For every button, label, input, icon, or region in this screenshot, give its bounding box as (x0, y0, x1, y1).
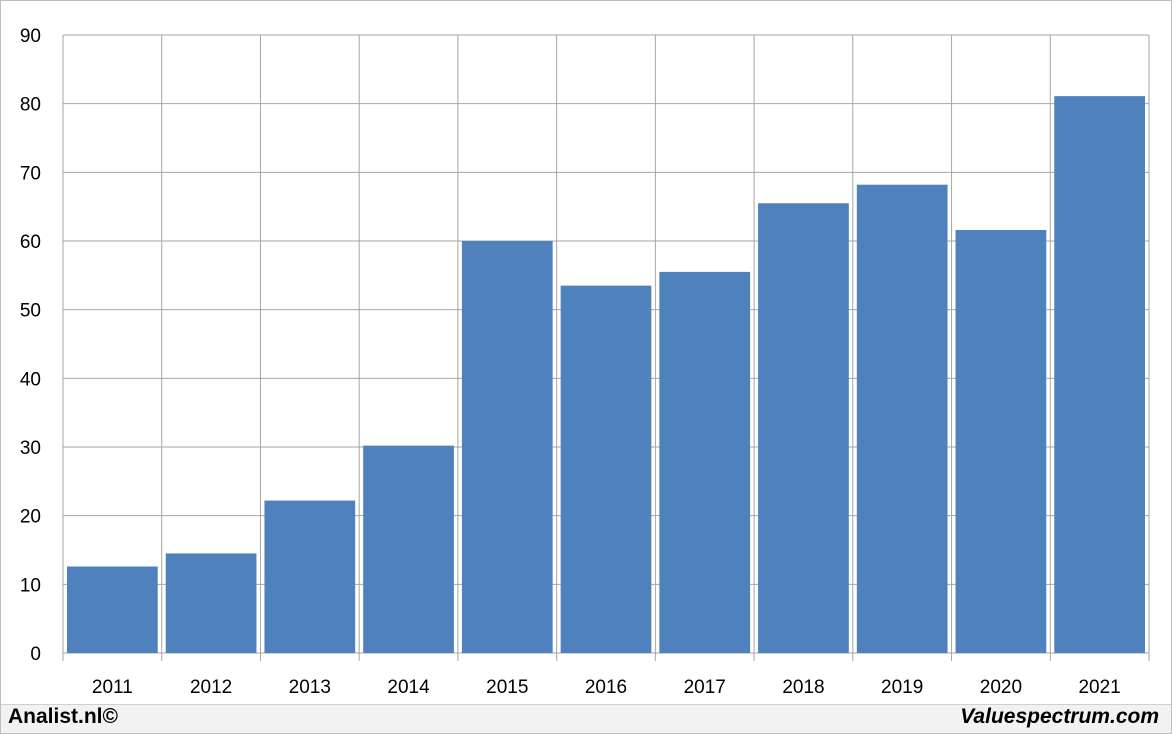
x-tick-label: 2015 (486, 677, 528, 698)
y-tick-label: 80 (20, 95, 41, 116)
y-tick-label: 60 (20, 232, 41, 253)
y-tick-label: 10 (20, 575, 41, 596)
bar-2019 (856, 184, 948, 653)
bar-2013 (264, 500, 356, 653)
bar-2020 (955, 230, 1047, 653)
x-tick-label: 2017 (684, 677, 726, 698)
bar-2011 (67, 566, 158, 653)
bar-2015 (461, 241, 553, 653)
x-tick-label: 2020 (980, 677, 1022, 698)
x-tick-label: 2016 (585, 677, 627, 698)
x-tick-label: 2013 (289, 677, 331, 698)
footer-bar: Analist.nl© Valuespectrum.com (1, 705, 1171, 733)
y-tick-label: 30 (20, 438, 41, 459)
bar-2021 (1054, 96, 1145, 653)
x-tick-label: 2014 (387, 677, 430, 698)
bar-chart: 0 10 20 30 40 50 60 70 80 90 2011 2012 2013 2014 2015 2… (20, 26, 1150, 698)
x-tick-label: 2019 (881, 677, 923, 698)
bar-2014 (363, 445, 454, 653)
plot-area: 0 10 20 30 40 50 60 70 80 90 2011 2012 2013 2014 2015 2… (1, 1, 1171, 705)
x-tick-label: 2012 (190, 677, 232, 698)
y-tick-label: 20 (20, 507, 41, 528)
valuespectrum-credit[interactable]: Valuespectrum.com (960, 705, 1159, 728)
x-tick-label: 2011 (92, 677, 133, 698)
bar-2012 (165, 553, 257, 653)
bar-2016 (560, 285, 652, 653)
x-tick-label: 2021 (1078, 677, 1120, 698)
bar-2018 (758, 203, 849, 653)
y-tick-label: 50 (20, 301, 41, 322)
bar-2017 (659, 271, 751, 653)
y-tick-label: 70 (20, 163, 41, 184)
analist-credit[interactable]: Analist.nl© (8, 705, 118, 728)
x-tick-label: 2018 (782, 677, 824, 698)
y-tick-label: 0 (30, 644, 41, 665)
y-tick-label: 40 (20, 369, 41, 390)
y-tick-label: 90 (20, 26, 41, 47)
